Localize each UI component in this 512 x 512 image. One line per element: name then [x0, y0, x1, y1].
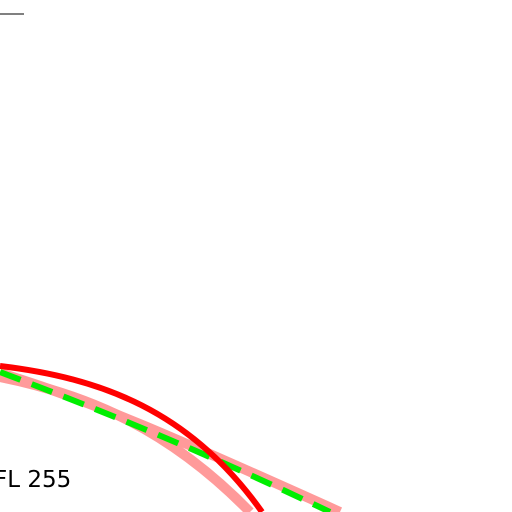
- flight-level-label: FL 255: [0, 467, 71, 493]
- route-line: [0, 363, 265, 512]
- route-dashed: [0, 369, 332, 512]
